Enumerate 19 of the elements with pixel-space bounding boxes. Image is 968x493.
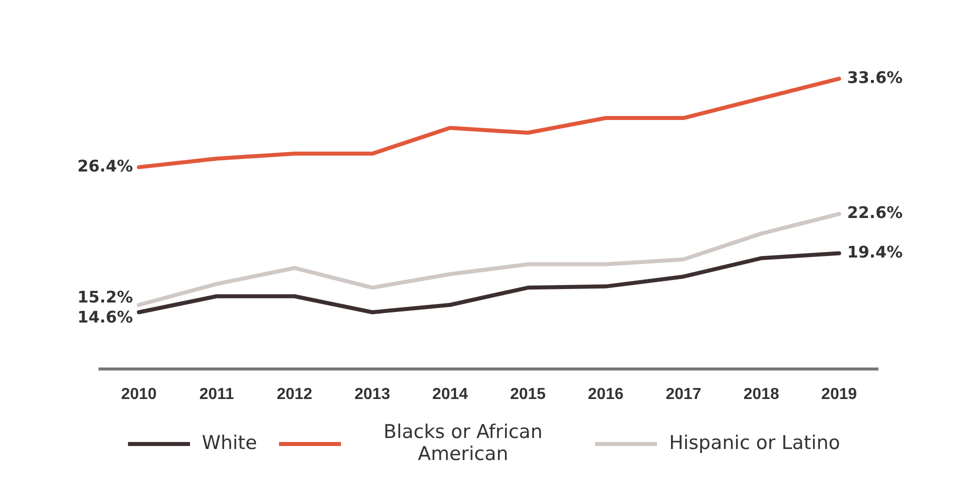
x-tick-label: 2010 xyxy=(121,386,157,403)
x-tick-label: 2015 xyxy=(510,386,546,403)
x-tick-label: 2018 xyxy=(744,386,780,403)
x-tick-label: 2013 xyxy=(354,386,390,403)
legend-label: White xyxy=(202,432,258,455)
x-tick-label: 2014 xyxy=(432,386,468,403)
x-tick-label: 2012 xyxy=(276,386,312,403)
x-tick-label: 2017 xyxy=(666,386,702,403)
data-label: 19.4% xyxy=(847,242,903,262)
data-label: 26.4% xyxy=(77,156,133,176)
data-label: 15.2% xyxy=(77,288,133,307)
legend-label: Blacks or African American xyxy=(382,421,544,466)
data-label: 33.6% xyxy=(847,68,903,87)
x-tick-label: 2011 xyxy=(199,386,234,403)
x-tick-label: 2016 xyxy=(588,386,624,403)
legend-label: Hispanic or Latino xyxy=(669,432,840,455)
x-tick-label: 2019 xyxy=(821,386,857,403)
data-label: 14.6% xyxy=(77,308,133,327)
data-label: 22.6% xyxy=(847,203,903,222)
